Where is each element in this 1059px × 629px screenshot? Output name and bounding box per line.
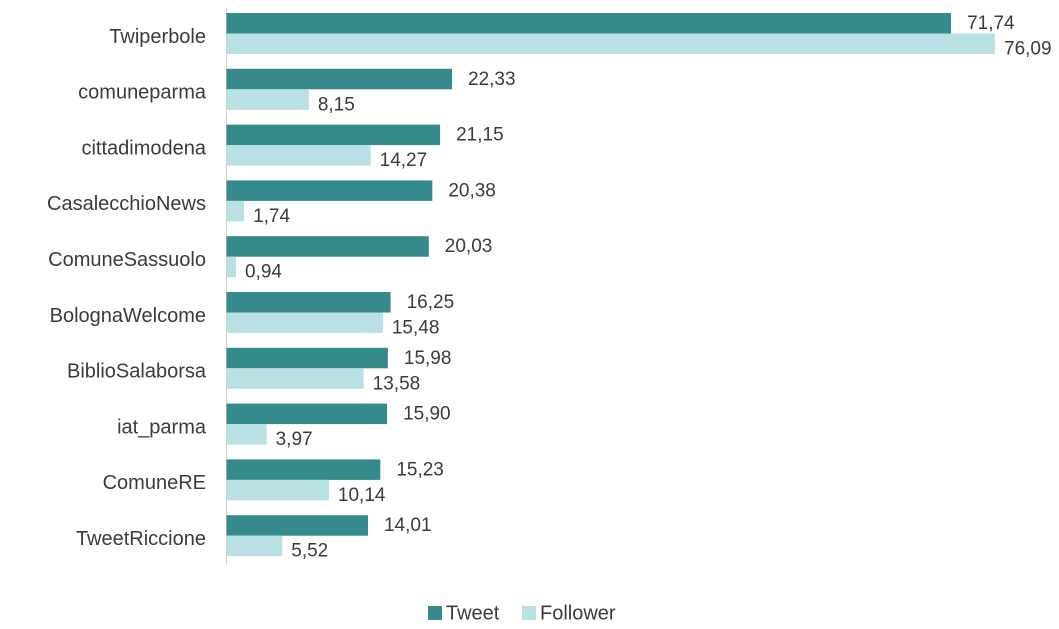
category-label: BolognaWelcome xyxy=(50,305,206,327)
bar-follower xyxy=(227,145,371,166)
legend-swatch-follower xyxy=(522,606,536,620)
data-label-follower: 8,15 xyxy=(318,94,355,115)
bar-tweet xyxy=(227,348,388,369)
bar-follower xyxy=(227,536,283,557)
category-label: TweetRiccione xyxy=(76,528,206,550)
data-label-tweet: 22,33 xyxy=(468,69,516,90)
data-label-tweet: 15,98 xyxy=(404,348,452,369)
data-label-follower: 3,97 xyxy=(276,429,313,450)
data-label-tweet: 16,25 xyxy=(407,292,455,313)
data-label-follower: 14,27 xyxy=(380,150,428,171)
bar-tweet xyxy=(227,236,429,257)
legend-label-tweet: Tweet xyxy=(446,602,500,624)
data-label-tweet: 15,23 xyxy=(396,459,444,480)
bar-tweet xyxy=(227,69,453,90)
legend-label-follower: Follower xyxy=(540,602,616,624)
category-label: cittadimodena xyxy=(81,137,206,159)
data-label-tweet: 14,01 xyxy=(384,515,432,536)
data-label-tweet: 15,90 xyxy=(403,404,451,425)
data-label-follower: 5,52 xyxy=(291,541,328,562)
bar-follower xyxy=(227,368,364,389)
data-label-tweet: 71,74 xyxy=(967,13,1015,34)
legend: Tweet Follower xyxy=(428,602,616,624)
category-label: BiblioSalaborsa xyxy=(67,361,207,383)
bar-tweet xyxy=(227,515,368,536)
legend-swatch-tweet xyxy=(428,606,442,620)
bar-tweet xyxy=(227,292,391,313)
data-label-follower: 13,58 xyxy=(373,373,421,394)
data-label-follower: 1,74 xyxy=(253,206,290,227)
bar-follower xyxy=(227,34,996,55)
category-label: Twiperbole xyxy=(109,26,206,48)
bar-follower xyxy=(227,257,236,278)
bar-follower xyxy=(227,89,309,110)
data-label-follower: 76,09 xyxy=(1004,39,1052,60)
category-label: comuneparma xyxy=(78,82,207,104)
category-labels: Twiperbole comuneparma cittadimodena Casale… xyxy=(47,26,207,550)
bar-tweet xyxy=(227,125,441,146)
bar-tweet xyxy=(227,459,381,480)
category-label: CasalecchioNews xyxy=(47,193,206,215)
bar-tweet xyxy=(227,180,433,201)
data-label-follower: 10,14 xyxy=(338,485,386,506)
bar-tweet xyxy=(227,404,388,425)
data-label-follower: 15,48 xyxy=(392,318,440,339)
category-label: ComuneSassuolo xyxy=(48,249,206,271)
data-label-tweet: 20,03 xyxy=(445,236,493,257)
data-label-tweet: 21,15 xyxy=(456,125,504,146)
bar-follower xyxy=(227,424,267,445)
data-label-tweet: 20,38 xyxy=(448,180,496,201)
bar-follower xyxy=(227,480,329,501)
bar-follower xyxy=(227,201,245,222)
bar-tweet xyxy=(227,13,952,34)
bar-follower xyxy=(227,313,383,334)
data-label-follower: 0,94 xyxy=(245,262,282,283)
category-label: iat_parma xyxy=(117,416,207,438)
category-label: ComuneRE xyxy=(103,472,206,494)
